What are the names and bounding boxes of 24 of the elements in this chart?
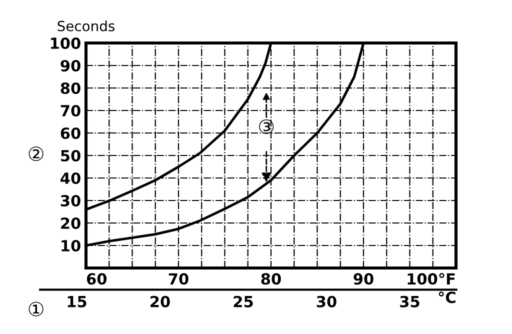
x2-tick-label: 20 — [150, 296, 170, 308]
x-tick-label: 70 — [168, 273, 188, 285]
y-tick-label: 30 — [60, 194, 80, 207]
y-tick-label: 60 — [60, 127, 80, 140]
y-tick-label: 90 — [60, 60, 80, 72]
x-tick-label: 60 — [86, 273, 107, 285]
text: ② — [28, 146, 44, 162]
y-tick-label: 40 — [60, 172, 80, 184]
y-tick-label: 50 — [61, 150, 80, 162]
x-tick-label: 80 — [261, 273, 281, 285]
y-tick-label: 10 — [62, 240, 80, 252]
text: ① — [28, 302, 44, 316]
x-tick-label: 90 — [354, 273, 374, 285]
x2-tick-label: 15 — [68, 296, 86, 308]
x2-tick-label: 35 — [400, 296, 420, 308]
y-tick-label: 20 — [61, 217, 80, 230]
x2-axis-title: °C — [438, 292, 456, 304]
x2-tick-label: 25 — [234, 296, 253, 308]
y-tick-label: 80 — [60, 82, 80, 94]
x2-tick-label: 30 — [316, 296, 336, 308]
y-tick-label: 70 — [60, 104, 80, 117]
x-tick-label: 100°F — [408, 273, 455, 285]
y-tick-label: 100 — [50, 37, 80, 50]
y-axis-title: Seconds — [58, 20, 114, 32]
